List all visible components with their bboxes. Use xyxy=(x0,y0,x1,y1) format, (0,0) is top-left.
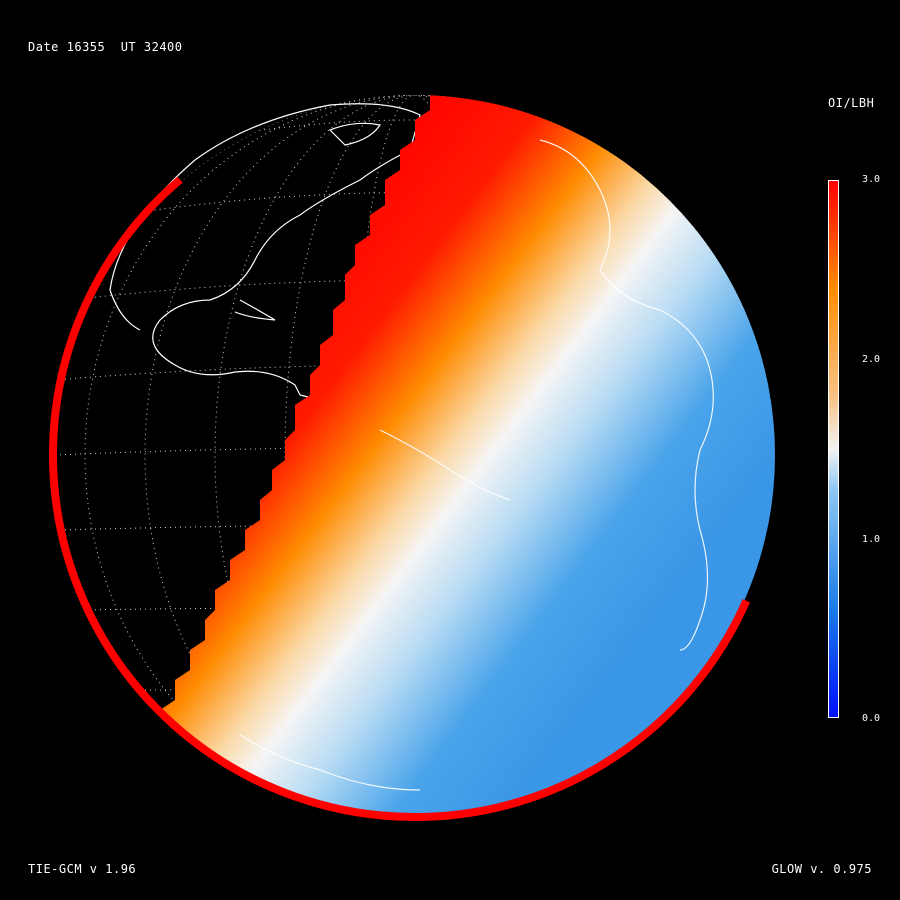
dayside-coastlines xyxy=(239,139,714,791)
colorbar-tick-1: 1.0 xyxy=(862,534,881,545)
date-label: Date 16355 UT 32400 xyxy=(28,40,183,54)
model-version-left: TIE-GCM v 1.96 xyxy=(28,862,137,876)
colorbar xyxy=(828,180,839,718)
model-version-right: GLOW v. 0.975 xyxy=(771,862,872,876)
colorbar-tick-3: 3.0 xyxy=(862,174,881,185)
colorbar-tick-2: 2.0 xyxy=(862,354,881,365)
colorbar-tick-0: 0.0 xyxy=(862,713,881,724)
limb-rim xyxy=(49,89,781,821)
dayside-airglow xyxy=(160,95,775,815)
colorbar-title: OI/LBH xyxy=(828,96,875,110)
